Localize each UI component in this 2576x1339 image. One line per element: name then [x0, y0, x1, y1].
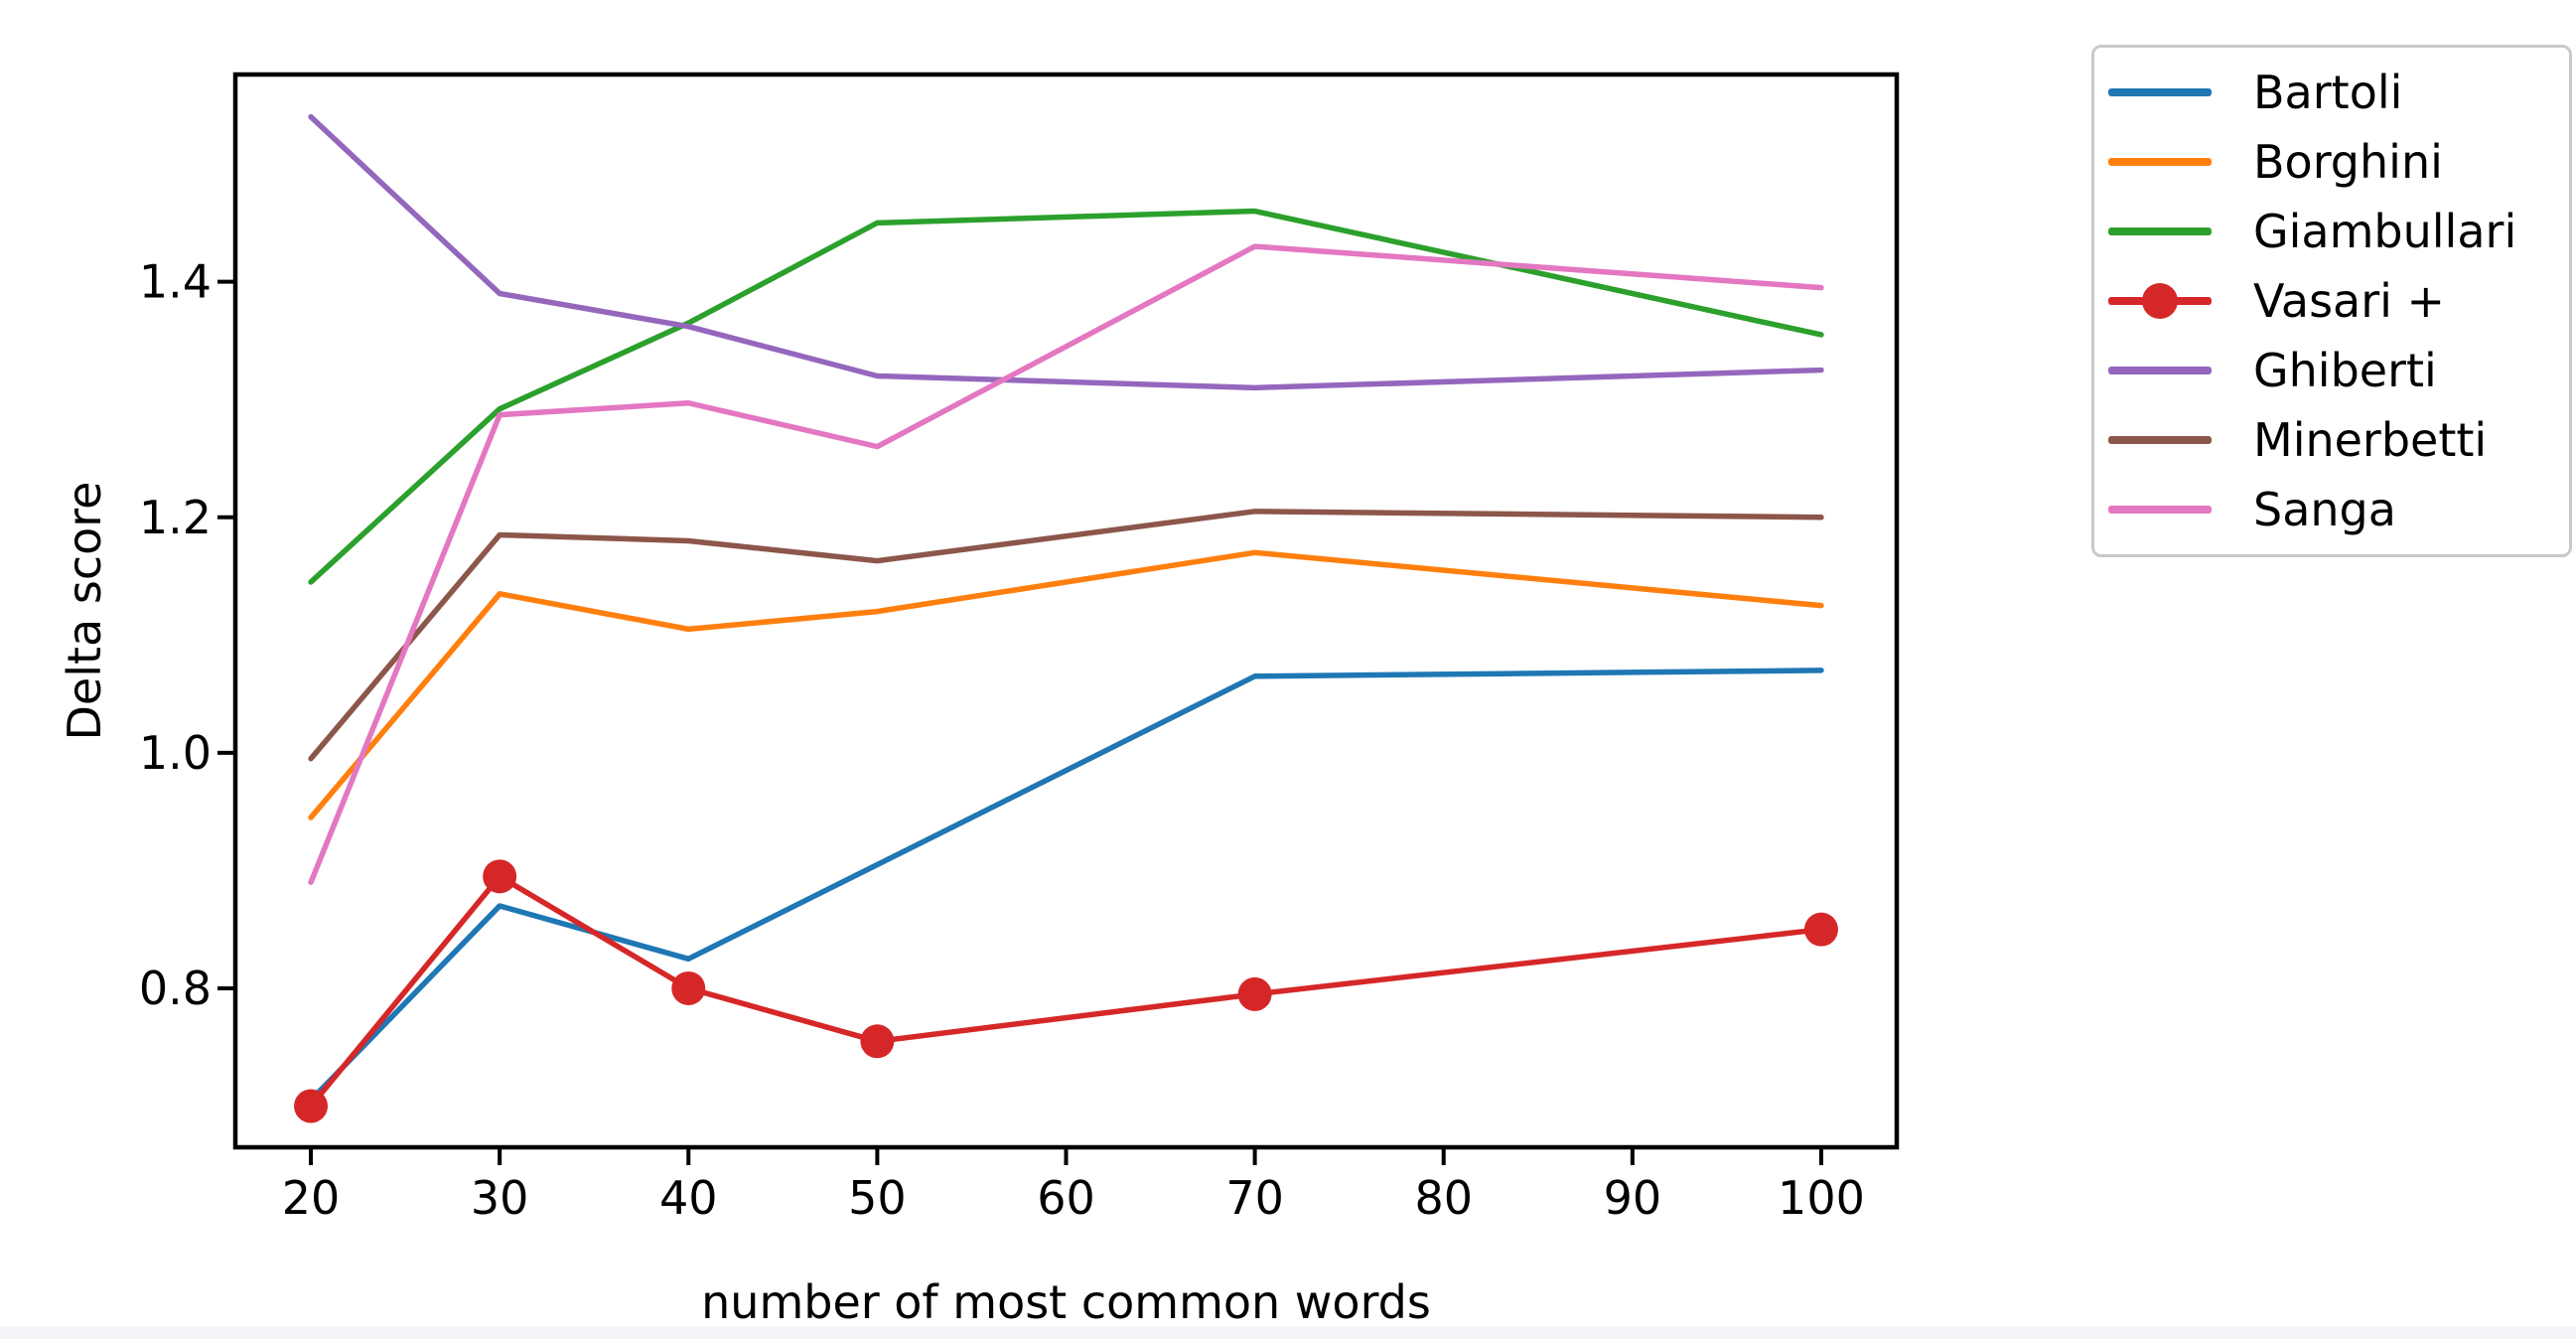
- legend-entry-bartoli: Bartoli: [2108, 58, 2569, 127]
- legend-entry-minerbetti: Minerbetti: [2108, 405, 2569, 475]
- x-tick-label: 30: [471, 1171, 529, 1225]
- legend-line-sample: [2108, 436, 2212, 444]
- legend-entry-sanga: Sanga: [2108, 475, 2569, 544]
- legend-swatch: [2108, 74, 2212, 111]
- series-line-bartoli: [308, 668, 1824, 1104]
- series-line-sanga: [308, 243, 1824, 886]
- legend-label: Giambullari: [2253, 205, 2517, 258]
- legend-label: Minerbetti: [2253, 413, 2488, 467]
- x-tick-label: 60: [1037, 1171, 1095, 1225]
- legend-label: Bartoli: [2253, 66, 2403, 119]
- x-tick-label: 80: [1414, 1171, 1473, 1225]
- x-tick-label: 90: [1604, 1171, 1662, 1225]
- footer-strip: [0, 1326, 2576, 1339]
- legend-marker-sample: [2142, 283, 2178, 319]
- series-marker-vasari-: [294, 1089, 329, 1123]
- x-tick-label: 50: [848, 1171, 907, 1225]
- legend-swatch: [2108, 282, 2212, 320]
- legend-entry-vasari-: Vasari +: [2108, 266, 2569, 336]
- legend-label: Sanga: [2253, 483, 2396, 536]
- legend-entry-ghiberti: Ghiberti: [2108, 336, 2569, 405]
- series-line-borghini: [308, 549, 1824, 820]
- legend-line-sample: [2108, 158, 2212, 166]
- x-tick-label: 40: [659, 1171, 718, 1225]
- x-tick-label: 20: [282, 1171, 341, 1225]
- y-tick-label: 0.8: [139, 962, 212, 1015]
- series-marker-vasari-: [860, 1024, 895, 1059]
- y-axis-label: Delta score: [58, 481, 111, 741]
- y-tick-label: 1.4: [139, 255, 212, 309]
- legend-entry-borghini: Borghini: [2108, 127, 2569, 197]
- plot-border: [232, 72, 1900, 1150]
- legend-swatch: [2108, 352, 2212, 389]
- series-line-ghiberti: [308, 113, 1824, 391]
- x-tick-label: 100: [1778, 1171, 1865, 1225]
- legend-label: Ghiberti: [2253, 344, 2437, 397]
- legend-swatch: [2108, 213, 2212, 250]
- legend-label: Vasari +: [2253, 274, 2446, 328]
- series-line-minerbetti: [308, 509, 1824, 762]
- series-line-vasari-: [308, 873, 1824, 1110]
- series-marker-vasari-: [671, 970, 706, 1005]
- y-tick-label: 1.0: [139, 726, 212, 780]
- legend: Bartoli Borghini Giambullari Vasari + Ghiber…: [2091, 45, 2572, 557]
- legend-line-sample: [2108, 367, 2212, 374]
- legend-line-sample: [2108, 227, 2212, 235]
- series-marker-vasari-: [1237, 976, 1272, 1011]
- series-marker-vasari-: [483, 859, 517, 894]
- legend-swatch: [2108, 491, 2212, 528]
- x-axis-label: number of most common words: [701, 1275, 1431, 1329]
- legend-line-sample: [2108, 506, 2212, 514]
- series-line-giambullari: [308, 208, 1824, 585]
- y-tick-label: 1.2: [139, 491, 212, 544]
- x-tick-label: 70: [1225, 1171, 1284, 1225]
- legend-swatch: [2108, 421, 2212, 459]
- legend-swatch: [2108, 143, 2212, 181]
- legend-label: Borghini: [2253, 135, 2443, 189]
- legend-line-sample: [2108, 88, 2212, 96]
- series-marker-vasari-: [1803, 912, 1838, 947]
- legend-entry-giambullari: Giambullari: [2108, 197, 2569, 266]
